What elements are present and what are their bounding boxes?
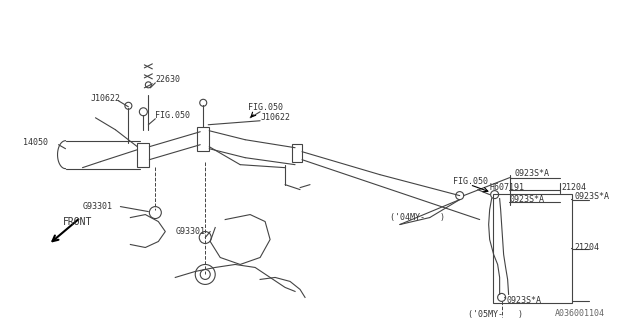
Text: 22630: 22630 (156, 75, 180, 84)
Text: 21204: 21204 (575, 243, 600, 252)
Text: 0923S*A: 0923S*A (507, 296, 541, 305)
Text: FRONT: FRONT (63, 217, 92, 227)
Text: G93301: G93301 (175, 227, 205, 236)
Text: H607191: H607191 (490, 183, 525, 192)
Bar (292, 144, 302, 162)
Text: 14050: 14050 (22, 138, 47, 147)
Circle shape (149, 207, 161, 219)
Text: G93301: G93301 (83, 202, 113, 211)
Text: 0923S*A: 0923S*A (509, 195, 545, 204)
Text: ('05MY-   ): ('05MY- ) (468, 310, 523, 319)
Text: 0923S*A: 0923S*A (575, 192, 609, 201)
Text: 0923S*A: 0923S*A (515, 169, 550, 178)
Text: ('04MY-   ): ('04MY- ) (390, 213, 445, 222)
Text: FIG.050: FIG.050 (156, 111, 190, 120)
Text: FIG.050: FIG.050 (248, 103, 283, 112)
Text: A036001104: A036001104 (554, 309, 605, 318)
Bar (138, 143, 149, 167)
Circle shape (199, 232, 211, 244)
Text: J10622: J10622 (90, 94, 120, 103)
Bar (197, 127, 209, 151)
Text: FIG.050: FIG.050 (452, 177, 488, 186)
Text: 21204: 21204 (561, 183, 586, 192)
Bar (493, 194, 573, 303)
Text: J10622: J10622 (260, 113, 290, 122)
